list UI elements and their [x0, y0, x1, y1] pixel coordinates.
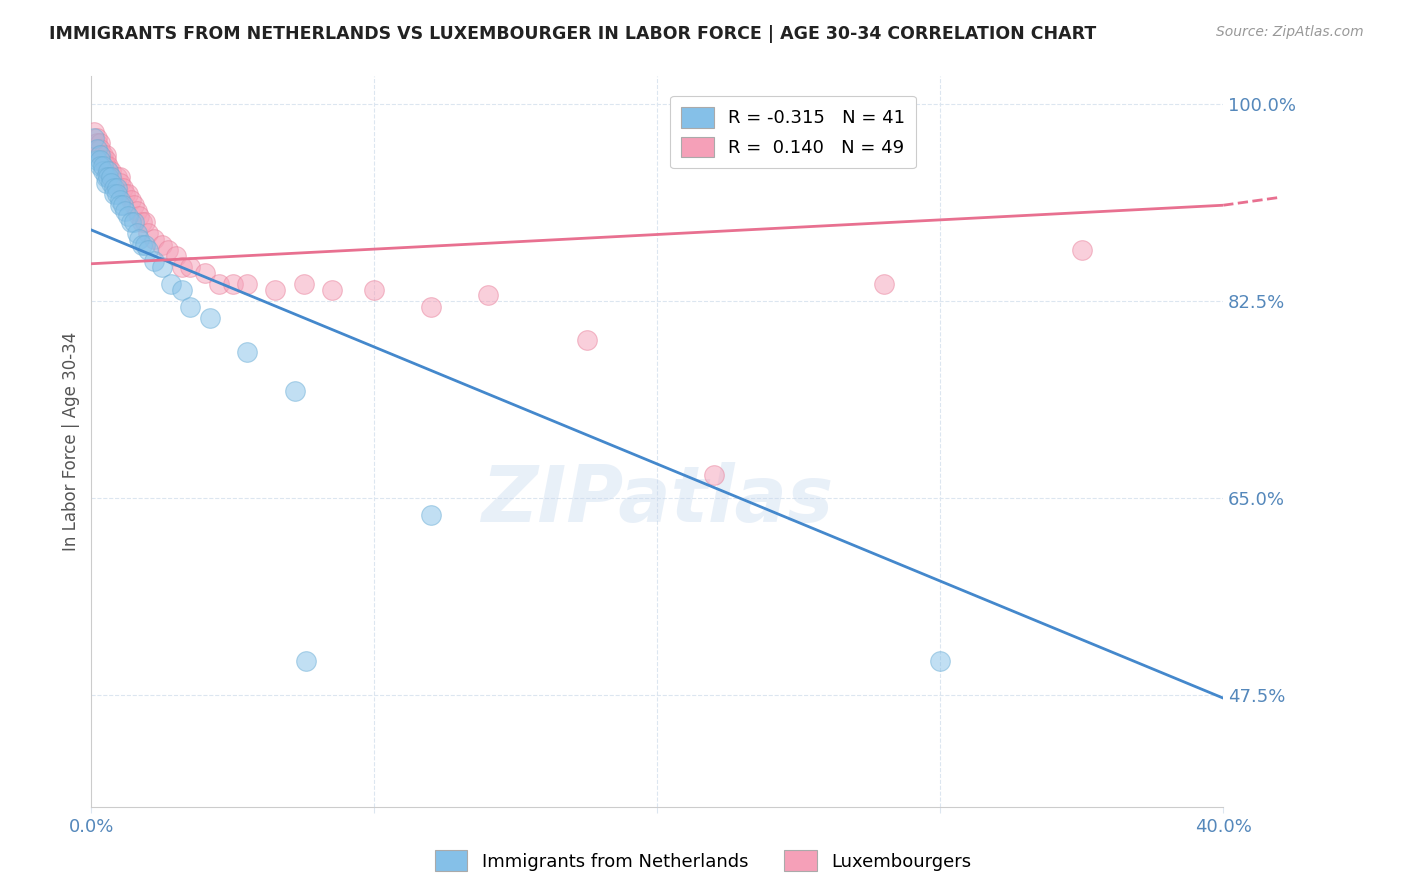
Point [94, 170, 117, 185]
Point [91, 147, 114, 161]
Point [89, 147, 111, 161]
Point [136, 227, 159, 241]
Point [86, 130, 108, 145]
Point [703, 468, 725, 483]
Point [120, 193, 142, 207]
Point [103, 181, 125, 195]
Point [1070, 244, 1092, 258]
Point [108, 198, 131, 212]
Point [419, 300, 441, 314]
Point [142, 254, 165, 268]
Point [91, 164, 114, 178]
Point [122, 198, 145, 212]
Point [295, 654, 318, 668]
Point [97, 164, 120, 178]
Point [86, 136, 108, 151]
Point [128, 210, 150, 224]
Point [89, 136, 111, 151]
Point [179, 300, 201, 314]
Point [150, 260, 173, 274]
Point [83, 125, 105, 139]
Point [114, 203, 136, 218]
Point [236, 277, 259, 291]
Point [111, 181, 134, 195]
Point [100, 176, 122, 190]
Legend: R = -0.315   N = 41, R =  0.140   N = 49: R = -0.315 N = 41, R = 0.140 N = 49 [671, 95, 915, 169]
Point [170, 260, 193, 274]
Point [142, 232, 165, 246]
Point [477, 288, 499, 302]
Text: IMMIGRANTS FROM NETHERLANDS VS LUXEMBOURGER IN LABOR FORCE | AGE 30-34 CORRELATI: IMMIGRANTS FROM NETHERLANDS VS LUXEMBOUR… [49, 25, 1097, 43]
Point [131, 215, 153, 229]
Point [86, 142, 108, 156]
Point [134, 215, 156, 229]
Legend: Immigrants from Netherlands, Luxembourgers: Immigrants from Netherlands, Luxembourge… [427, 843, 979, 879]
Point [117, 210, 139, 224]
Point [94, 176, 117, 190]
Point [222, 277, 245, 291]
Point [89, 142, 111, 156]
Point [236, 344, 259, 359]
Point [103, 186, 125, 201]
Point [94, 147, 117, 161]
Point [91, 159, 114, 173]
Point [100, 170, 122, 185]
Point [125, 227, 148, 241]
Point [89, 153, 111, 168]
Point [89, 147, 111, 161]
Point [94, 153, 117, 168]
Y-axis label: In Labor Force | Age 30-34: In Labor Force | Age 30-34 [62, 332, 80, 551]
Point [100, 164, 122, 178]
Point [159, 277, 181, 291]
Point [89, 159, 111, 173]
Point [94, 159, 117, 173]
Point [208, 277, 231, 291]
Point [108, 170, 131, 185]
Point [156, 244, 179, 258]
Point [128, 232, 150, 246]
Point [575, 333, 598, 347]
Text: Source: ZipAtlas.com: Source: ZipAtlas.com [1216, 25, 1364, 39]
Point [292, 277, 315, 291]
Point [122, 215, 145, 229]
Point [165, 249, 187, 263]
Point [150, 237, 173, 252]
Point [97, 159, 120, 173]
Point [86, 153, 108, 168]
Point [117, 186, 139, 201]
Point [872, 277, 894, 291]
Point [100, 170, 122, 185]
Text: ZIPatlas: ZIPatlas [481, 462, 834, 538]
Point [97, 164, 120, 178]
Point [114, 186, 136, 201]
Point [264, 283, 287, 297]
Point [200, 310, 222, 325]
Point [284, 384, 307, 398]
Point [108, 193, 131, 207]
Point [125, 203, 148, 218]
Point [108, 176, 131, 190]
Point [170, 283, 193, 297]
Point [105, 186, 128, 201]
Point [193, 266, 217, 280]
Point [105, 170, 128, 185]
Point [179, 260, 201, 274]
Point [136, 244, 159, 258]
Point [105, 181, 128, 195]
Point [419, 508, 441, 522]
Point [363, 283, 385, 297]
Point [111, 198, 134, 212]
Point [131, 237, 153, 252]
Point [83, 130, 105, 145]
Point [97, 170, 120, 185]
Point [929, 654, 952, 668]
Point [134, 237, 156, 252]
Point [91, 153, 114, 168]
Point [103, 176, 125, 190]
Point [120, 215, 142, 229]
Point [321, 283, 343, 297]
